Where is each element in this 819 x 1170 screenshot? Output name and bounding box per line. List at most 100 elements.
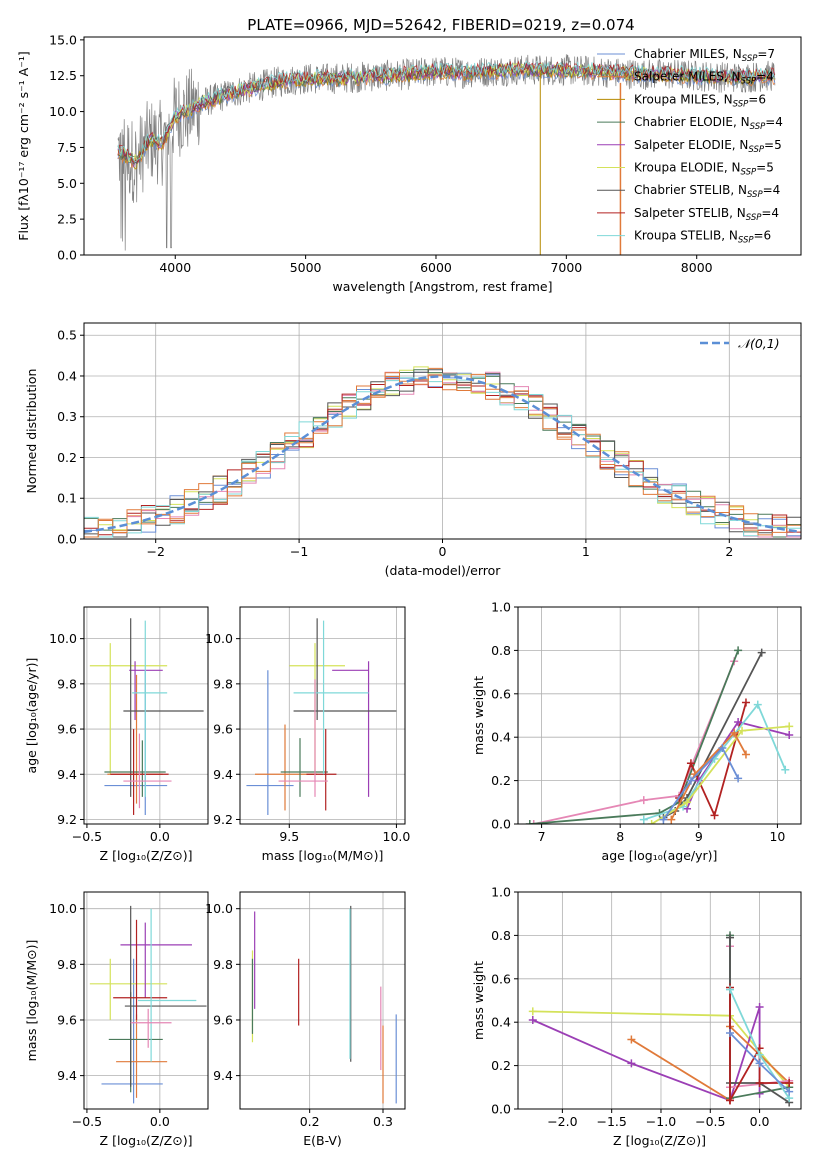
weight-line [678,702,747,818]
y-tick-label: 9.8 [57,676,77,691]
x-tick-label: 0.0 [150,829,170,844]
x-axis-label: mass [log₁₀(M/M⊙)] [262,848,384,863]
y-tick-label: 9.4 [57,767,77,782]
weight-marker [683,798,692,807]
y-tick-label: 0.3 [57,409,77,424]
weight-marker [726,933,735,942]
plot-area [525,646,794,824]
weight-line [532,1006,761,1102]
mass-vs-metallicity-panel: −0.5 0.0 9.4 9.6 9.8 10.0 Z [log₁₀(Z/Z⊙)] mass … [24,891,209,1148]
y-tick-label: 0.6 [491,686,511,701]
weight-marker [686,776,695,785]
y-tick-label: 9.4 [57,1068,77,1083]
weight-line [529,650,739,824]
y-tick-label: 10.0 [49,901,77,916]
weight-marker [741,750,750,759]
age-vs-metallicity-panel: −0.5 0.0 9.2 9.4 9.6 9.8 10.0 Z [log₁₀(Z/Z⊙)] ag… [24,606,209,863]
x-tick-label: 9 [695,829,703,844]
y-tick-label: 9.8 [213,957,233,972]
y-tick-label: 0.8 [491,643,511,658]
y-tick-label: 9.6 [213,1012,233,1027]
x-tick-label: 8 [616,829,624,844]
weight-marker [757,648,766,657]
weight-marker [528,1007,537,1016]
y-tick-label: 1.0 [491,600,511,615]
weight-marker [785,731,794,740]
normal-curve [84,375,801,534]
observed-spectrum [117,54,776,251]
weight-marker [726,1096,735,1105]
x-axis-label: (data-model)/error [385,563,502,578]
x-tick-label: 0.3 [373,1114,393,1129]
weight-marker [686,759,695,768]
weight-marker [781,765,790,774]
weight-vs-metallicity-panel: −2.0 −1.5 −1.0 −0.5 0.0 0.0 0.2 0.4 0.6 0.8 1.0 Z [… [471,885,802,1148]
y-tick-label: 7.5 [57,140,77,155]
y-tick-label: 0.4 [57,368,77,383]
x-tick-label: 9.5 [279,829,299,844]
model-spectrum-line [117,59,776,163]
axes-frame [517,891,802,1110]
weight-marker [525,820,534,824]
weight-line [533,660,736,824]
x-tick-label: 10 [769,829,785,844]
weight-vs-age-panel: 7 8 9 10 0.0 0.2 0.4 0.6 0.8 1.0 age [log₁₀(age/yr… [471,600,802,863]
legend-label: 𝒩(0,1) [738,336,780,351]
x-axis-label: wavelength [Angstrom, rest frame] [332,279,552,294]
y-tick-label: 2.5 [57,212,77,227]
weight-marker [639,815,648,824]
weight-marker [529,820,538,824]
legend-label: Salpeter ELODIE, NSSP=5 [634,138,782,155]
weight-marker [528,1016,537,1025]
plot-area [89,905,207,1104]
y-tick-label: 9.6 [213,722,233,737]
y-tick-label: 0.2 [491,1058,511,1073]
y-tick-label: 9.2 [213,812,233,827]
y-tick-label: 12.5 [49,68,77,83]
weight-marker [659,815,668,824]
weight-line [670,731,747,821]
weight-marker [741,698,750,707]
legend-label: Kroupa ELODIE, NSSP=5 [634,161,774,178]
y-tick-label: 0.2 [57,450,77,465]
legend-label: Kroupa STELIB, NSSP=6 [634,229,771,246]
y-tick-label: 0.1 [57,491,77,506]
weight-line [651,725,790,824]
weight-marker [785,1087,794,1096]
plot-area [117,54,776,255]
y-tick-label: 9.4 [213,767,233,782]
weight-marker [734,774,743,783]
weight-marker [627,1059,636,1068]
weight-marker [753,700,762,709]
y-tick-label: 9.8 [57,957,77,972]
plot-area [84,366,801,538]
y-tick-label: 0.0 [57,248,77,263]
y-axis-label: Normed distribution [24,369,39,494]
y-tick-label: 0.4 [491,730,511,745]
y-tick-label: 9.2 [57,812,77,827]
weight-marker [755,1050,764,1059]
y-tick-label: 9.4 [213,1068,233,1083]
y-tick-label: 5.0 [57,176,77,191]
y-tick-label: 0.0 [491,817,511,832]
weight-marker [785,722,794,731]
axes-frame [83,606,209,825]
x-tick-label: 0.0 [750,1114,770,1129]
y-tick-label: 0.5 [57,328,77,343]
legend-label: Chabrier ELODIE, NSSP=4 [634,115,783,132]
x-tick-label: −0.5 [72,829,102,844]
x-tick-label: −1.5 [596,1114,626,1129]
x-axis-label: Z [log₁₀(Z/Z⊙)] [100,848,193,863]
y-tick-label: 10.0 [205,631,233,646]
weight-marker [734,646,743,655]
plot-area [246,618,397,815]
age-vs-mass-panel: 9.5 10.0 9.2 9.4 9.6 9.8 10.0 mass [log₁₀(M/M⊙)… [205,606,410,863]
y-axis-label: Flux [fλ10⁻¹⁷ erg cm⁻² s⁻¹ A⁻¹] [16,51,31,240]
x-tick-label: 0 [439,544,447,559]
weight-marker [726,985,735,994]
x-tick-label: −1 [290,544,308,559]
residual-histogram [84,372,801,538]
y-tick-label: 1.0 [491,885,511,900]
weight-marker [734,718,743,727]
